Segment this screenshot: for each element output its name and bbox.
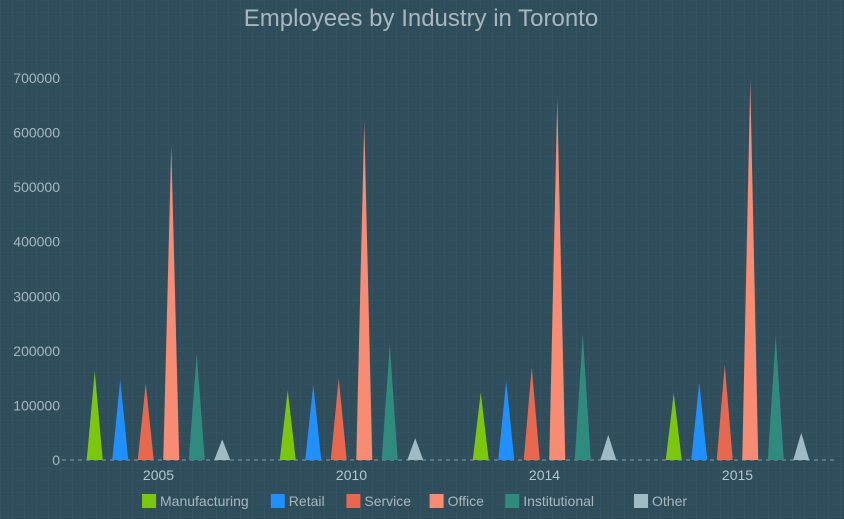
- legend-swatch: [429, 494, 444, 508]
- legend-item-office[interactable]: Office: [429, 493, 485, 509]
- legend-item-manufacturing[interactable]: Manufacturing: [142, 493, 249, 509]
- bar-manufacturing-2005[interactable]: [86, 371, 103, 460]
- x-tick-label: 2015: [722, 467, 753, 483]
- bar-service-2010[interactable]: [330, 378, 347, 460]
- x-axis: 2005 2010 2014 2015: [62, 459, 834, 483]
- bar-retail-2005[interactable]: [112, 379, 129, 460]
- bar-institutional-2014[interactable]: [574, 333, 591, 460]
- bar-office-2014[interactable]: [549, 98, 566, 460]
- x-tick-label: 2005: [143, 467, 174, 483]
- category-group: [665, 80, 810, 461]
- y-axis: 0 100000 200000 300000 400000 500000 600000 700…: [13, 70, 60, 468]
- legend-item-institutional[interactable]: Institutional: [505, 493, 594, 509]
- plot-area: [86, 80, 810, 461]
- legend-label: Service: [364, 493, 411, 509]
- bar-office-2015[interactable]: [742, 80, 759, 460]
- category-group: [86, 146, 231, 460]
- legend-swatch: [142, 494, 156, 508]
- bar-institutional-2005[interactable]: [188, 353, 205, 460]
- bar-service-2014[interactable]: [523, 367, 540, 460]
- bar-other-2005[interactable]: [214, 439, 231, 460]
- y-tick-label: 200000: [13, 343, 60, 359]
- x-tick-label: 2014: [529, 467, 560, 483]
- y-tick-label: 400000: [13, 234, 60, 250]
- bar-other-2010[interactable]: [407, 438, 424, 460]
- category-group: [472, 98, 617, 460]
- bar-service-2005[interactable]: [137, 383, 154, 460]
- bar-service-2015[interactable]: [716, 364, 733, 461]
- legend-label: Institutional: [523, 493, 594, 509]
- x-tick-label: 2010: [336, 467, 367, 483]
- bar-manufacturing-2015[interactable]: [665, 393, 682, 460]
- legend-swatch: [270, 494, 285, 508]
- legend: Manufacturing Retail Service Office Institut…: [142, 493, 687, 509]
- y-tick-label: 500000: [13, 179, 60, 195]
- y-tick-label: 300000: [13, 288, 60, 304]
- y-tick-label: 100000: [13, 397, 60, 413]
- legend-label: Retail: [289, 493, 325, 509]
- bar-institutional-2015[interactable]: [767, 335, 784, 460]
- legend-label: Other: [652, 493, 687, 509]
- legend-swatch: [346, 494, 361, 508]
- bar-retail-2015[interactable]: [691, 382, 708, 460]
- bar-manufacturing-2010[interactable]: [279, 390, 296, 460]
- legend-item-retail[interactable]: Retail: [270, 493, 325, 509]
- y-tick-label: 0: [52, 452, 60, 468]
- category-group: [279, 121, 424, 461]
- bar-manufacturing-2014[interactable]: [472, 392, 489, 460]
- y-tick-label: 600000: [13, 125, 60, 141]
- bar-office-2005[interactable]: [163, 146, 180, 460]
- legend-label: Office: [448, 493, 485, 509]
- legend-label: Manufacturing: [160, 493, 249, 509]
- chart-title: Employees by Industry in Toronto: [244, 5, 598, 32]
- bar-retail-2014[interactable]: [498, 380, 515, 460]
- bar-other-2014[interactable]: [600, 434, 617, 460]
- y-tick-label: 700000: [13, 70, 60, 86]
- bar-office-2010[interactable]: [356, 121, 373, 461]
- legend-item-service[interactable]: Service: [346, 493, 411, 509]
- legend-swatch: [505, 494, 520, 508]
- legend-item-other[interactable]: Other: [634, 493, 687, 509]
- bar-retail-2010[interactable]: [305, 384, 322, 460]
- bar-institutional-2010[interactable]: [381, 344, 398, 460]
- legend-swatch: [634, 494, 648, 508]
- bar-other-2015[interactable]: [793, 432, 810, 460]
